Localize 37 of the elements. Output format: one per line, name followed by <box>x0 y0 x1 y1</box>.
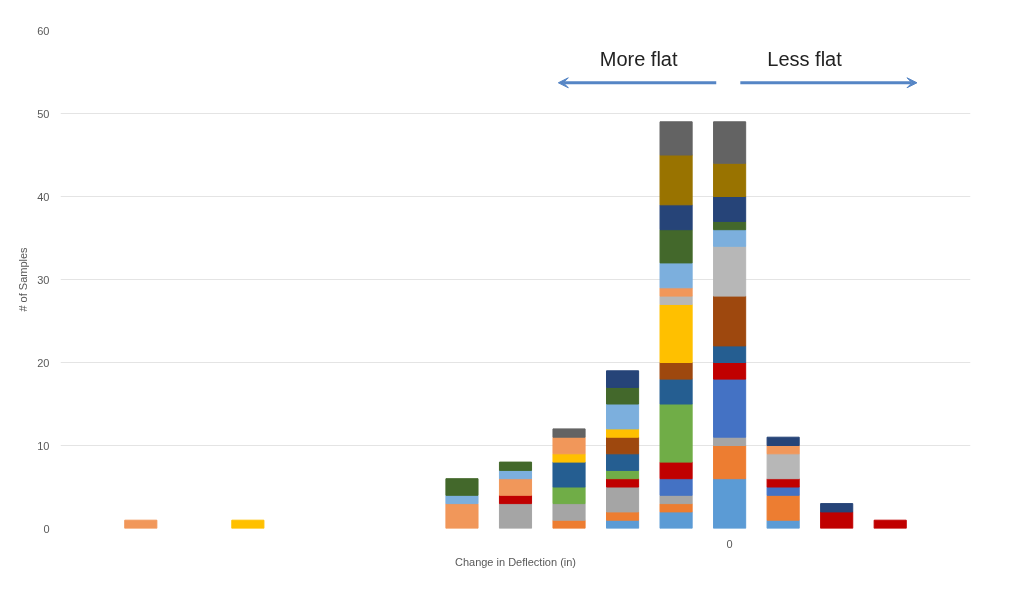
bar <box>659 121 693 156</box>
bar <box>606 370 640 388</box>
bar <box>713 378 747 438</box>
bar <box>659 478 693 496</box>
x-axis-title: Change in Deflection (in) <box>454 555 577 568</box>
y-tick-label: 50 <box>37 107 50 120</box>
bar <box>713 295 747 347</box>
bar <box>659 503 693 513</box>
bar <box>606 436 640 455</box>
bar <box>713 196 747 222</box>
bar <box>766 494 800 521</box>
bar <box>606 453 640 471</box>
bar <box>659 461 693 480</box>
y-tick-label: 10 <box>37 439 50 452</box>
bar <box>713 445 747 480</box>
bar <box>659 154 693 206</box>
bar <box>713 245 747 297</box>
bar <box>552 486 586 505</box>
y-tick-label: 30 <box>37 273 50 286</box>
y-tick-label: 60 <box>37 24 50 37</box>
bar <box>606 386 640 405</box>
y-tick-label: 40 <box>37 190 50 203</box>
y-tick-label: 0 <box>43 522 50 535</box>
bar <box>713 478 747 529</box>
bar <box>659 511 693 529</box>
bar <box>606 403 640 430</box>
bar <box>659 403 693 463</box>
bar <box>659 204 693 231</box>
bar <box>552 436 586 455</box>
annotation: Less flat <box>767 48 843 71</box>
y-axis-title: # of Samples <box>17 246 30 312</box>
bar <box>606 486 640 513</box>
y-tick-label: 20 <box>37 356 50 369</box>
bar <box>713 362 747 380</box>
bar <box>713 229 747 247</box>
bar <box>713 345 747 363</box>
annotation: More flat <box>599 48 678 71</box>
